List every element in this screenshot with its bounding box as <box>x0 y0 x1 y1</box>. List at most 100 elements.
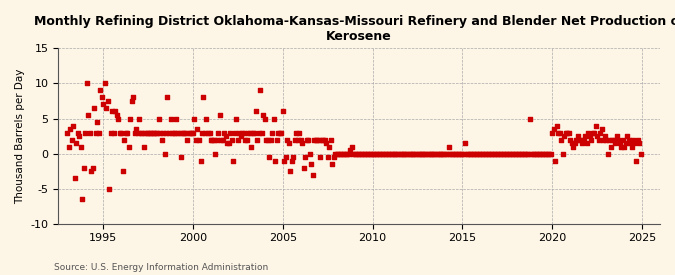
Point <box>541 152 551 156</box>
Point <box>159 152 170 156</box>
Point <box>207 138 218 142</box>
Point <box>279 158 290 163</box>
Point <box>379 152 390 156</box>
Point <box>624 141 635 145</box>
Point <box>148 130 159 135</box>
Point <box>68 123 78 128</box>
Point <box>414 152 425 156</box>
Point <box>219 130 230 135</box>
Point <box>478 152 489 156</box>
Point <box>617 138 628 142</box>
Point <box>373 152 384 156</box>
Point <box>560 130 571 135</box>
Point <box>602 152 613 156</box>
Point <box>324 144 335 149</box>
Point <box>545 152 556 156</box>
Point <box>306 162 317 166</box>
Point <box>593 138 604 142</box>
Point <box>119 138 130 142</box>
Point <box>190 138 201 142</box>
Point <box>537 152 547 156</box>
Point <box>296 138 306 142</box>
Point <box>87 166 98 170</box>
Point <box>285 169 296 173</box>
Point <box>298 166 309 170</box>
Point <box>415 152 426 156</box>
Text: Source: U.S. Energy Information Administration: Source: U.S. Energy Information Administ… <box>54 263 268 272</box>
Point <box>474 152 485 156</box>
Point <box>397 152 408 156</box>
Point <box>301 138 312 142</box>
Point <box>394 152 405 156</box>
Point <box>571 138 582 142</box>
Point <box>194 138 205 142</box>
Point <box>211 138 222 142</box>
Point <box>231 116 242 121</box>
Point <box>355 152 366 156</box>
Point <box>303 138 314 142</box>
Point <box>577 141 588 145</box>
Point <box>269 116 279 121</box>
Point <box>141 130 152 135</box>
Point <box>288 155 298 159</box>
Point <box>312 138 323 142</box>
Point <box>294 130 304 135</box>
Point <box>155 130 165 135</box>
Point <box>425 152 436 156</box>
Point <box>399 152 410 156</box>
Point <box>433 152 444 156</box>
Point <box>318 138 329 142</box>
Point <box>416 152 427 156</box>
Point <box>475 152 486 156</box>
Point <box>375 152 385 156</box>
Point <box>439 152 450 156</box>
Point <box>469 152 480 156</box>
Point <box>389 152 400 156</box>
Point <box>313 138 324 142</box>
Point <box>72 130 83 135</box>
Point <box>420 152 431 156</box>
Point <box>138 144 149 149</box>
Point <box>550 158 561 163</box>
Point <box>447 152 458 156</box>
Point <box>511 152 522 156</box>
Point <box>242 138 252 142</box>
Point <box>616 144 626 149</box>
Point <box>372 152 383 156</box>
Point <box>252 138 263 142</box>
Point <box>360 152 371 156</box>
Point <box>113 116 124 121</box>
Point <box>424 152 435 156</box>
Point <box>464 152 475 156</box>
Point <box>445 152 456 156</box>
Point <box>393 152 404 156</box>
Point <box>421 152 432 156</box>
Point <box>195 158 206 163</box>
Point <box>510 152 520 156</box>
Point <box>174 130 185 135</box>
Point <box>217 138 228 142</box>
Point <box>144 130 155 135</box>
Point <box>483 152 493 156</box>
Point <box>209 138 219 142</box>
Point <box>591 123 601 128</box>
Point <box>81 81 92 86</box>
Point <box>258 113 269 117</box>
Point <box>319 138 330 142</box>
Point <box>391 152 402 156</box>
Point <box>339 152 350 156</box>
Point <box>222 141 233 145</box>
Point <box>352 152 363 156</box>
Point <box>167 130 178 135</box>
Point <box>338 152 348 156</box>
Point <box>523 152 534 156</box>
Point <box>228 158 239 163</box>
Point <box>63 144 74 149</box>
Point <box>261 138 271 142</box>
Point <box>596 127 607 131</box>
Point <box>137 130 148 135</box>
Point <box>177 130 188 135</box>
Point <box>629 141 640 145</box>
Point <box>304 152 315 156</box>
Point <box>456 152 466 156</box>
